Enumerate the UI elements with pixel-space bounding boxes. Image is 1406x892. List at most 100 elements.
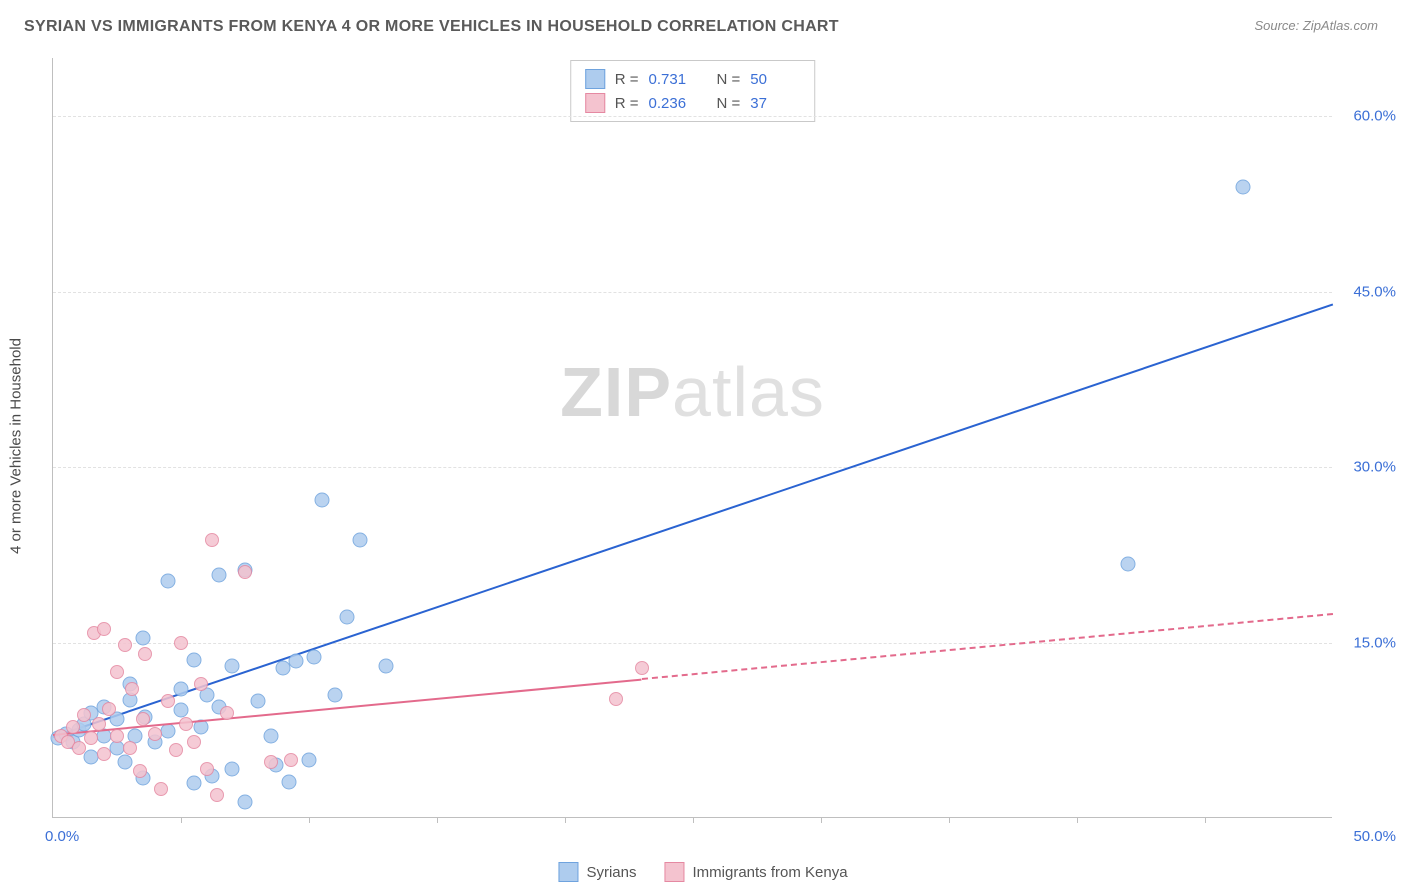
data-point — [200, 762, 214, 776]
xtick-label: 0.0% — [45, 828, 79, 845]
r-label: R = — [615, 71, 639, 88]
data-point — [307, 649, 322, 664]
data-point — [186, 653, 201, 668]
data-point — [250, 694, 265, 709]
r-label: R = — [615, 95, 639, 112]
data-point — [187, 735, 201, 749]
data-point — [174, 703, 189, 718]
ytick-label: 45.0% — [1336, 283, 1396, 300]
data-point — [148, 727, 162, 741]
xtick — [181, 817, 182, 823]
gridline — [53, 467, 1332, 468]
data-point — [179, 717, 193, 731]
xtick — [693, 817, 694, 823]
data-point — [110, 665, 124, 679]
data-point — [154, 782, 168, 796]
legend-item: Syrians — [558, 862, 636, 882]
data-point — [66, 720, 80, 734]
data-point — [340, 609, 355, 624]
data-point — [169, 743, 183, 757]
data-point — [110, 729, 124, 743]
data-point — [609, 692, 623, 706]
legend-swatch — [585, 69, 605, 89]
data-point — [289, 654, 304, 669]
xtick — [565, 817, 566, 823]
data-point — [77, 708, 91, 722]
r-value: 0.236 — [649, 95, 699, 112]
data-point — [225, 659, 240, 674]
data-point — [238, 794, 253, 809]
r-value: 0.731 — [649, 71, 699, 88]
n-label: N = — [717, 95, 741, 112]
data-point — [135, 630, 150, 645]
data-point — [220, 706, 234, 720]
data-point — [314, 492, 329, 507]
yaxis-title: 4 or more Vehicles in Household — [8, 338, 25, 554]
gridline — [53, 292, 1332, 293]
stats-row: R = 0.236 N = 37 — [585, 91, 801, 115]
legend-item: Immigrants from Kenya — [664, 862, 847, 882]
data-point — [161, 724, 176, 739]
data-point — [97, 747, 111, 761]
gridline — [53, 643, 1332, 644]
data-point — [353, 532, 368, 547]
data-point — [161, 573, 176, 588]
legend-label: Immigrants from Kenya — [692, 864, 847, 881]
xtick — [1205, 817, 1206, 823]
data-point — [161, 694, 175, 708]
data-point — [72, 741, 86, 755]
xtick — [1077, 817, 1078, 823]
stats-legend: R = 0.731 N = 50 R = 0.236 N = 37 — [570, 60, 816, 122]
legend-swatch — [558, 862, 578, 882]
correlation-chart: ZIPatlas R =0.731N =50R =0.236N =37 15.0… — [52, 58, 1332, 818]
xtick — [949, 817, 950, 823]
data-point — [284, 753, 298, 767]
series-legend: Syrians Immigrants from Kenya — [558, 862, 847, 882]
data-point — [1121, 557, 1136, 572]
data-point — [97, 622, 111, 636]
n-label: N = — [717, 71, 741, 88]
data-point — [263, 729, 278, 744]
page-title: SYRIAN VS IMMIGRANTS FROM KENYA 4 OR MOR… — [24, 18, 839, 36]
watermark: ZIPatlas — [560, 352, 825, 432]
data-point — [174, 636, 188, 650]
ytick-label: 30.0% — [1336, 459, 1396, 476]
data-point — [378, 659, 393, 674]
data-point — [212, 567, 227, 582]
legend-label: Syrians — [586, 864, 636, 881]
n-value: 37 — [750, 95, 800, 112]
data-point — [210, 788, 224, 802]
data-point — [133, 764, 147, 778]
trendline-dashed — [642, 613, 1333, 680]
data-point — [205, 533, 219, 547]
gridline — [53, 116, 1332, 117]
data-point — [84, 731, 98, 745]
data-point — [138, 647, 152, 661]
xtick-label: 50.0% — [1353, 828, 1396, 845]
stats-row: R = 0.731 N = 50 — [585, 67, 801, 91]
data-point — [123, 741, 137, 755]
legend-swatch — [664, 862, 684, 882]
n-value: 50 — [750, 71, 800, 88]
data-point — [125, 682, 139, 696]
data-point — [118, 638, 132, 652]
data-point — [264, 755, 278, 769]
legend-swatch — [585, 93, 605, 113]
data-point — [238, 565, 252, 579]
ytick-label: 15.0% — [1336, 634, 1396, 651]
ytick-label: 60.0% — [1336, 108, 1396, 125]
data-point — [1236, 179, 1251, 194]
data-point — [174, 682, 189, 697]
xtick — [821, 817, 822, 823]
data-point — [302, 752, 317, 767]
xtick — [437, 817, 438, 823]
data-point — [194, 677, 208, 691]
data-point — [92, 717, 106, 731]
data-point — [186, 775, 201, 790]
data-point — [225, 761, 240, 776]
data-point — [117, 754, 132, 769]
data-point — [136, 712, 150, 726]
data-point — [281, 774, 296, 789]
data-point — [635, 661, 649, 675]
source-label: Source: ZipAtlas.com — [1254, 18, 1378, 33]
